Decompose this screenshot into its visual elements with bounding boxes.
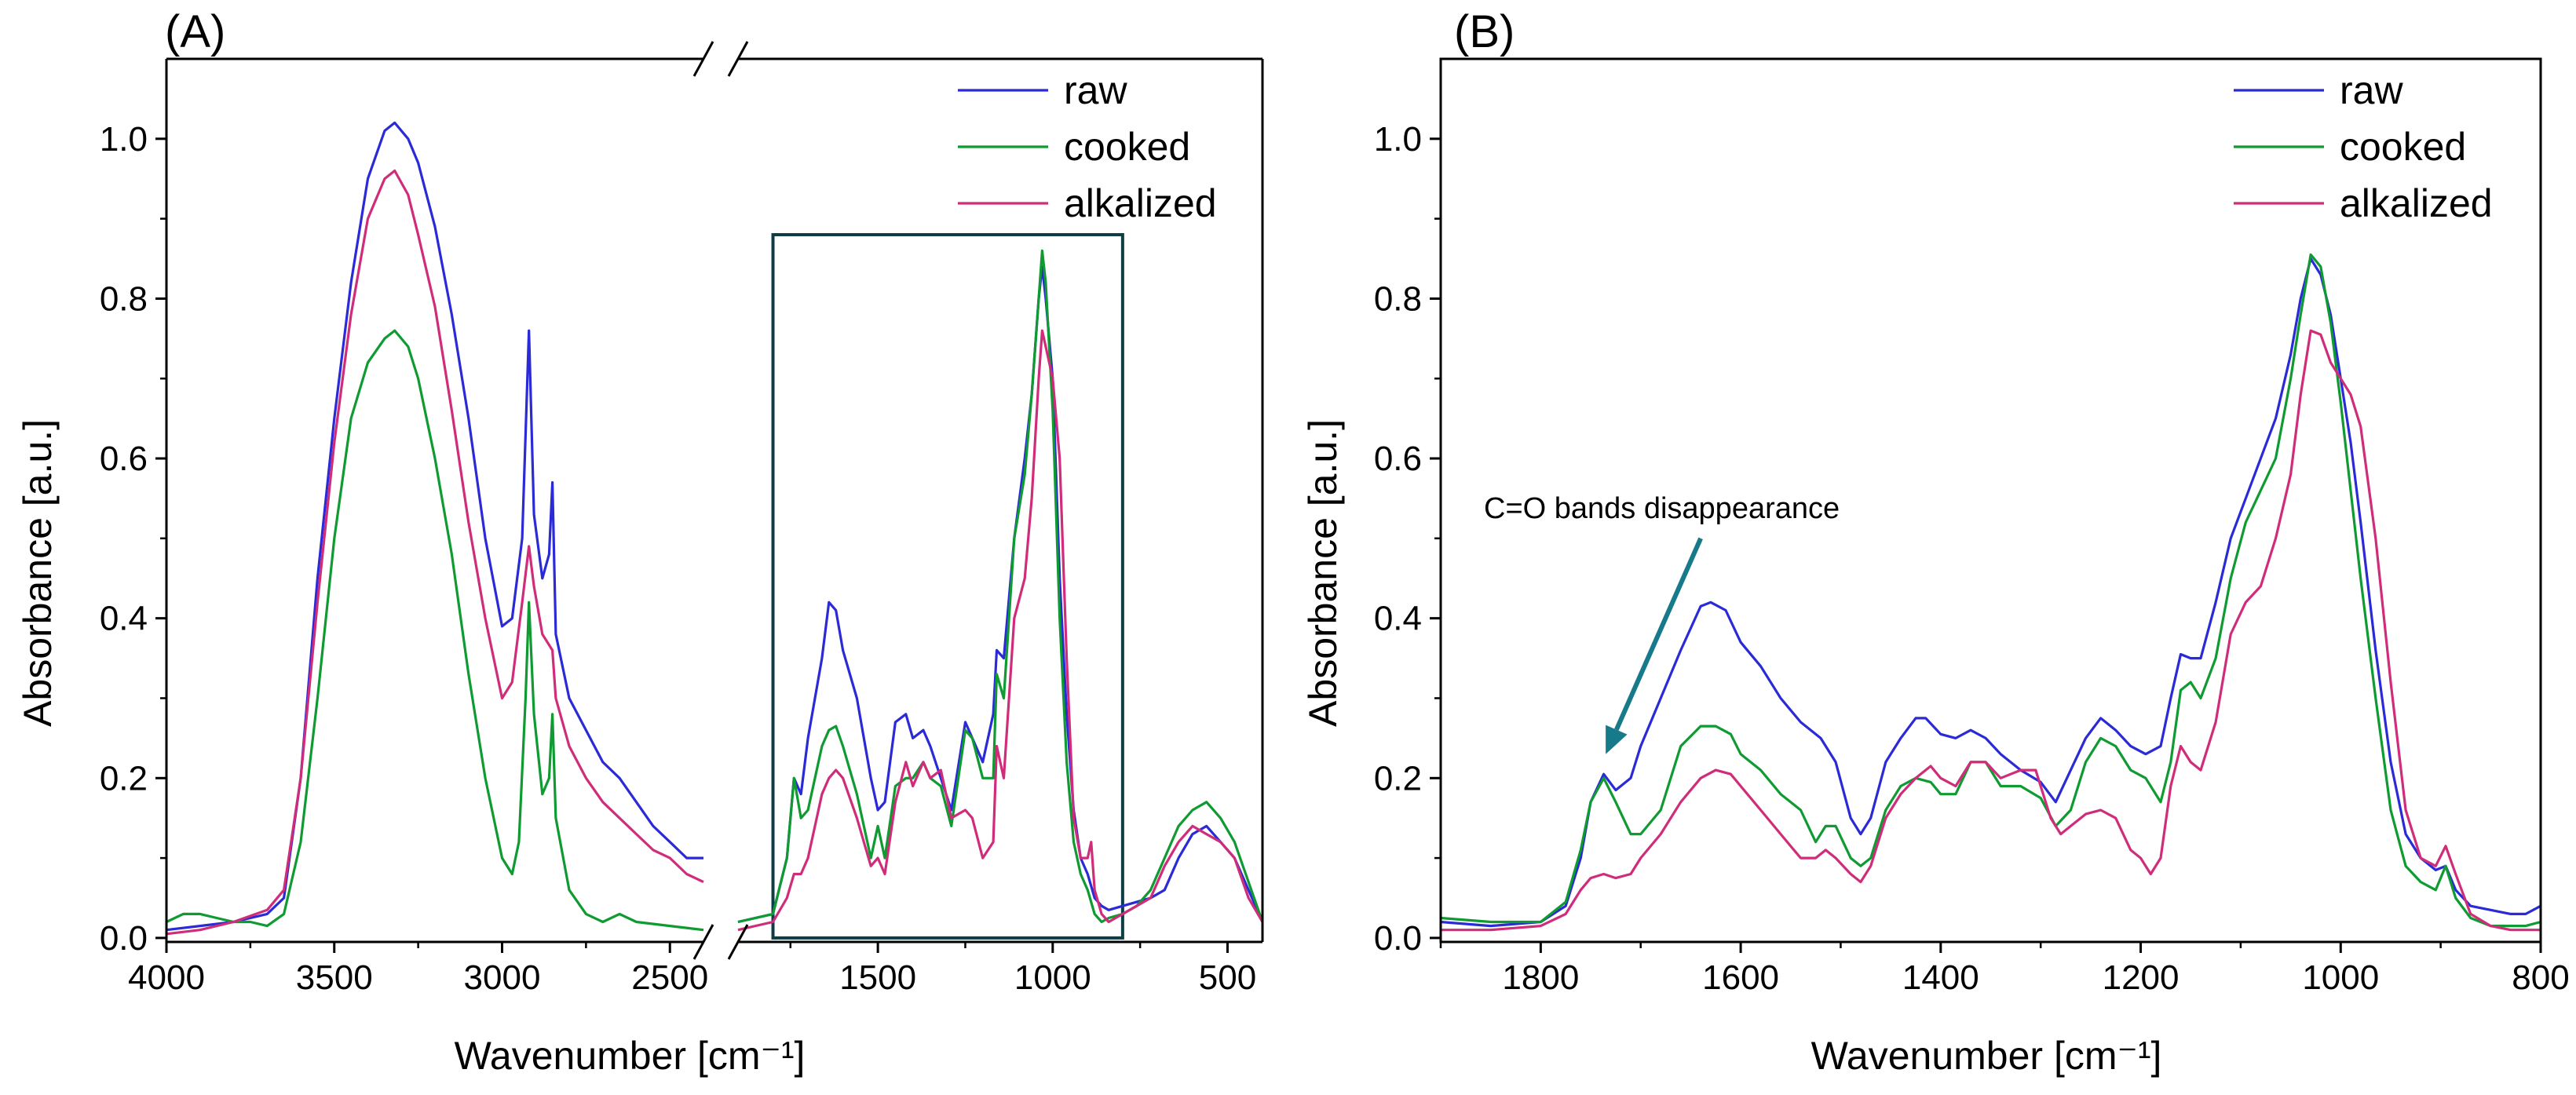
x-tick-label-a: 3500 — [296, 958, 373, 997]
x-tick-label-b: 1800 — [1502, 958, 1579, 997]
annotation: C=O bands disappearance — [1484, 492, 1840, 754]
x-tick-label-a: 2500 — [631, 958, 708, 997]
highlight-box-rect — [771, 232, 1124, 940]
series-cooked-low-a — [737, 249, 1264, 924]
series-cooked-high-a — [166, 329, 704, 932]
x-tick-label-a: 3000 — [464, 958, 541, 997]
y-tick-label-a: 0.6 — [100, 440, 148, 478]
x-tick-label-a: 1000 — [1014, 958, 1091, 997]
y-tick-label-b: 0.4 — [1374, 600, 1422, 638]
series-alkalized-b — [1441, 329, 2541, 932]
y-tick-label-b: 0.8 — [1374, 279, 1422, 318]
legend-a: raw cooked alkalized — [958, 68, 1217, 225]
annotation-arrow-shaft — [1614, 537, 1703, 731]
y-tick-label-a: 0.4 — [100, 600, 148, 638]
x-tick-label-b: 800 — [2512, 958, 2569, 997]
legend-b: raw cooked alkalized — [2234, 68, 2493, 225]
series-raw-b — [1440, 257, 2541, 928]
legend-label-cooked-b: cooked — [2340, 125, 2466, 169]
y-tick-label-a: 0.2 — [100, 759, 148, 798]
panel-label-b: (B) — [1454, 6, 1515, 57]
series-alkalized-high-a — [166, 169, 704, 936]
axis-break-mark — [692, 41, 714, 77]
series-b — [1440, 253, 2541, 932]
y-axis-title-b: Absorbance [a.u.] — [1301, 419, 1345, 727]
x-tick-label-a: 1500 — [839, 958, 916, 997]
x-axis-title-a: Wavenumber [cm⁻¹] — [455, 1034, 806, 1078]
tick-labels-a: 4000 3500 3000 2500 1500 1000 500 0.0 0.2 0.4 0.6 0… — [100, 120, 1256, 997]
x-axis-title-b: Wavenumber [cm⁻¹] — [1811, 1034, 2162, 1078]
y-axis-title-a: Absorbance [a.u.] — [16, 419, 60, 727]
axes-frame-b — [1430, 57, 2542, 953]
y-tick-label-a: 0.0 — [100, 919, 148, 958]
x-tick-label-b: 1000 — [2302, 958, 2379, 997]
x-tick-label-b: 1200 — [2103, 958, 2180, 997]
x-tick-label-b: 1400 — [1902, 958, 1979, 997]
axis-break-mark — [727, 41, 749, 77]
legend-label-alkalized-a: alkalized — [1064, 181, 1217, 225]
annotation-arrow-head — [1606, 725, 1628, 754]
series-raw-high-a — [166, 121, 703, 932]
y-tick-label-b: 0.2 — [1374, 759, 1422, 798]
y-tick-label-a: 0.8 — [100, 279, 148, 318]
axis-break-mark — [727, 924, 749, 960]
annotation-text: C=O bands disappearance — [1484, 492, 1840, 525]
axis-break-mark — [692, 924, 714, 960]
x-tick-label-a: 4000 — [128, 958, 205, 997]
plot-frame-b — [1439, 57, 2542, 944]
x-tick-label-a: 500 — [1199, 958, 1256, 997]
y-tick-label-b: 0.0 — [1374, 919, 1422, 958]
axes-frame-a — [155, 41, 1264, 960]
series-a — [166, 121, 1264, 936]
y-tick-label-b: 0.6 — [1374, 440, 1422, 478]
series-cooked-b — [1440, 253, 2541, 928]
legend-label-cooked-a: cooked — [1064, 125, 1190, 169]
series-alkalized-low-a — [737, 329, 1264, 932]
panel-a: (A) Absorbance [a.u.] Wavenumber [cm⁻¹] … — [16, 6, 1264, 1078]
legend-label-alkalized-b: alkalized — [2340, 181, 2493, 225]
tick-labels-b: 1800 1600 1400 1200 1000 800 0.0 0.2 0.4 0.6 0.8 1.… — [1374, 120, 2570, 997]
y-tick-label-a: 1.0 — [100, 120, 148, 159]
legend-label-raw-a: raw — [1064, 68, 1127, 112]
panel-b: (B) Absorbance [a.u.] Wavenumber [cm⁻¹] … — [1301, 6, 2570, 1078]
highlight-box — [771, 232, 1124, 940]
panel-label-a: (A) — [165, 6, 225, 57]
y-tick-label-b: 1.0 — [1374, 120, 1422, 159]
x-tick-label-b: 1600 — [1702, 958, 1779, 997]
legend-label-raw-b: raw — [2340, 68, 2403, 112]
